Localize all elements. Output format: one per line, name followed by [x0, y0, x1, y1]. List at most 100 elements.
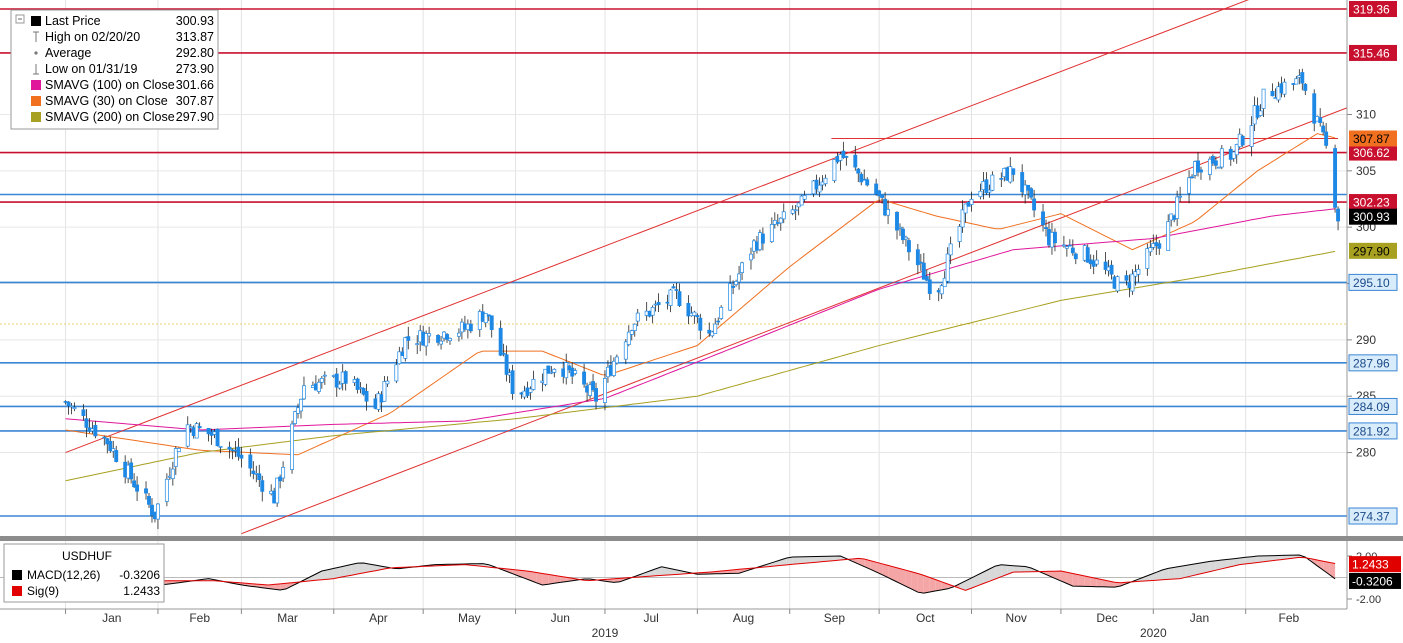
- macd-histogram-fill: [554, 575, 561, 584]
- candle-body: [886, 209, 891, 216]
- candle-body: [632, 323, 637, 331]
- macd-panel: 2.00-2.001.2433-0.3206: [0, 541, 1401, 609]
- price-tag-box: [1348, 507, 1398, 525]
- candle-body: [1318, 117, 1323, 123]
- macd-histogram-fill: [1186, 564, 1192, 578]
- candle-body: [865, 179, 870, 186]
- candle-body: [552, 368, 557, 373]
- candle-body: [582, 371, 587, 385]
- macd-tag-box: [1349, 572, 1401, 589]
- candle-body: [397, 351, 402, 365]
- macd-histogram-fill: [339, 565, 346, 578]
- candle-body: [1333, 148, 1338, 208]
- candle-body: [299, 398, 303, 412]
- candle-body: [129, 462, 134, 480]
- month-label: May: [458, 611, 481, 625]
- candle-body: [603, 378, 607, 403]
- macd-histogram-fill: [733, 569, 740, 574]
- price-tag-box: [1349, 130, 1397, 147]
- legend-value: 307.87: [176, 94, 214, 108]
- macd-histogram-fill: [1257, 555, 1264, 563]
- candle-body: [278, 476, 283, 482]
- candle-body: [841, 150, 846, 158]
- candle-body: [364, 391, 369, 402]
- macd-line: [65, 554, 1336, 594]
- candle-body: [1094, 259, 1099, 265]
- candle-body: [448, 338, 452, 342]
- moving-average-line: [65, 133, 1336, 456]
- candle-body: [316, 381, 321, 392]
- candle-body: [1175, 196, 1180, 219]
- macd-histogram-fill: [1198, 562, 1204, 575]
- candle-body: [1053, 231, 1057, 244]
- macd-legend-value: -0.3206: [119, 568, 160, 582]
- price-tag-label: 319.36: [1353, 3, 1390, 17]
- candle-body: [1109, 264, 1114, 275]
- candle-body: [355, 378, 360, 390]
- candle-body: [543, 368, 548, 385]
- candle-body: [1207, 158, 1212, 175]
- candle-body: [591, 381, 595, 391]
- candle-body: [150, 504, 154, 516]
- macd-legend[interactable]: USDHUF MACD(12,26) -0.3206 Sig(9) 1.2433: [3, 543, 165, 603]
- price-tag-label: 274.37: [1353, 510, 1390, 524]
- macd-histogram-fill: [1174, 566, 1181, 579]
- macd-histogram-fill: [1108, 581, 1115, 588]
- candle-body: [883, 198, 888, 216]
- time-axis-background: [0, 609, 1403, 643]
- candle-body: [93, 425, 98, 437]
- candle-body: [990, 174, 995, 191]
- macd-histogram-fill: [369, 564, 376, 572]
- candle-body: [382, 381, 387, 402]
- month-label: Dec: [1096, 611, 1117, 625]
- candle-body: [239, 454, 244, 459]
- macd-histogram-fill: [1013, 565, 1020, 573]
- candle-body: [656, 302, 661, 306]
- candle-body: [1196, 160, 1200, 173]
- macd-histogram-fill: [1180, 565, 1187, 579]
- candle-body: [406, 336, 411, 341]
- candle-body: [173, 448, 178, 467]
- macd-histogram-fill: [345, 564, 352, 577]
- macd-histogram-fill: [327, 568, 334, 580]
- macd-histogram-fill: [363, 563, 370, 573]
- candle-body: [984, 179, 989, 194]
- candle-body: [1321, 125, 1326, 133]
- macd-histogram-fill: [1162, 568, 1169, 580]
- macd-histogram-fill: [1019, 566, 1026, 572]
- candle-body: [445, 334, 449, 340]
- candle-body: [817, 184, 822, 193]
- price-tag-label: 295.10: [1353, 276, 1390, 290]
- candle-body: [650, 306, 655, 316]
- legend-label: Average: [45, 46, 91, 60]
- macd-histogram-fill: [911, 571, 918, 593]
- candle-body: [629, 330, 634, 335]
- trend-line: [241, 107, 1347, 535]
- candle-body: [710, 331, 715, 337]
- candle-body: [1157, 243, 1162, 249]
- price-tag-box: [1348, 422, 1398, 440]
- candle-body: [170, 468, 175, 479]
- candle-body: [66, 401, 71, 407]
- candle-body: [716, 320, 721, 323]
- candle-body: [394, 364, 399, 382]
- price-legend[interactable]: Last Price 300.93 High on 02/20/20 313.87 Av…: [10, 9, 219, 130]
- candle-body: [719, 306, 724, 319]
- price-tag-label: 306.62: [1353, 146, 1390, 160]
- macd-histogram-fill: [1233, 558, 1240, 566]
- price-tag-box: [1349, 242, 1397, 259]
- candle-body: [623, 341, 628, 360]
- macd-histogram-fill: [870, 560, 877, 572]
- candle-body: [802, 195, 807, 200]
- panel-separator: [0, 536, 1403, 541]
- macd-histogram-fill: [905, 570, 912, 590]
- candle-body: [740, 262, 744, 273]
- macd-histogram-fill: [768, 561, 775, 567]
- candle-body: [528, 388, 533, 393]
- macd-histogram-fill: [1227, 558, 1234, 568]
- candle-body: [898, 226, 902, 229]
- macd-histogram-fill: [1001, 564, 1008, 577]
- candle-body: [1115, 276, 1120, 292]
- price-tag-box: [1348, 397, 1398, 415]
- macd-legend-swatch: [12, 570, 22, 580]
